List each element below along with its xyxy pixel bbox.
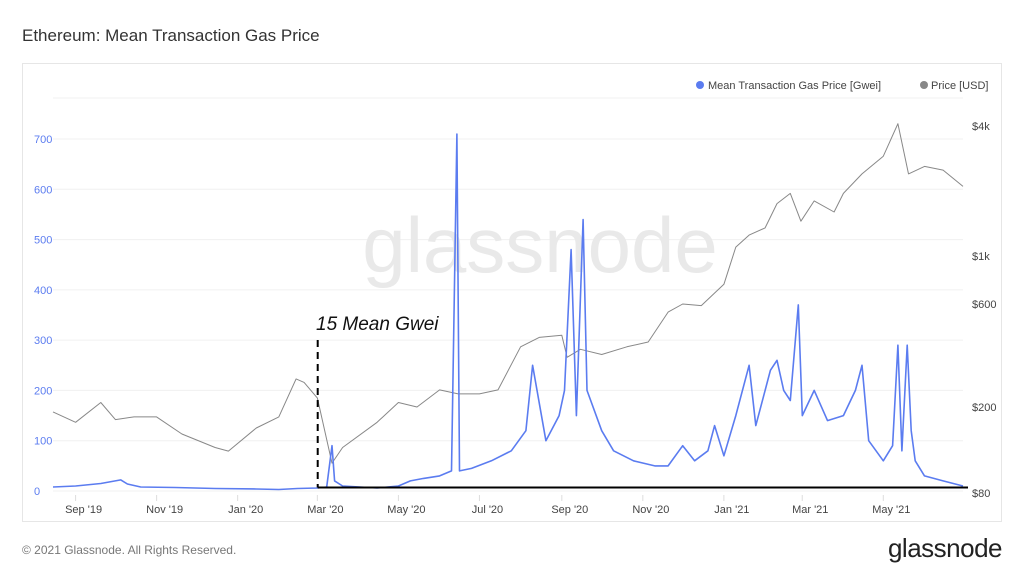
x-tick-label: Jul '20 bbox=[472, 504, 503, 516]
x-tick-label: Nov '20 bbox=[632, 504, 669, 516]
annotation-label: 15 Mean Gwei bbox=[316, 314, 439, 335]
y-right-tick-label: $4k bbox=[972, 121, 990, 133]
watermark: glassnode bbox=[362, 201, 718, 289]
x-tick-label: May '20 bbox=[387, 504, 425, 516]
y-right-tick-label: $80 bbox=[972, 488, 990, 500]
x-tick-label: Sep '20 bbox=[551, 504, 588, 516]
x-tick-label: Mar '20 bbox=[307, 504, 343, 516]
legend-gas-label: Mean Transaction Gas Price [Gwei] bbox=[708, 80, 881, 92]
x-tick-label: Mar '21 bbox=[792, 504, 828, 516]
legend-price-label: Price [USD] bbox=[931, 80, 988, 92]
y-left-tick-label: 700 bbox=[34, 134, 52, 146]
price-usd-line bbox=[52, 123, 964, 464]
x-tick-label: Nov '19 bbox=[146, 504, 183, 516]
y-left-tick-label: 200 bbox=[34, 385, 52, 397]
copyright: © 2021 Glassnode. All Rights Reserved. bbox=[22, 543, 237, 557]
y-right-tick-label: $1k bbox=[972, 251, 990, 263]
y-left-tick-label: 500 bbox=[34, 235, 52, 247]
legend-price-marker bbox=[920, 81, 928, 89]
y-right-tick-label: $200 bbox=[972, 402, 996, 414]
gas-price-line bbox=[52, 133, 964, 491]
y-left-tick-label: 0 bbox=[34, 486, 40, 498]
y-left-tick-label: 300 bbox=[34, 335, 52, 347]
x-tick-label: May '21 bbox=[872, 504, 910, 516]
legend-gas-marker bbox=[696, 81, 704, 89]
chart-title: Ethereum: Mean Transaction Gas Price bbox=[22, 26, 320, 45]
y-left-tick-label: 400 bbox=[34, 285, 52, 297]
x-tick-label: Jan '20 bbox=[228, 504, 263, 516]
y-left-tick-label: 600 bbox=[34, 184, 52, 196]
glassnode-logo: glassnode bbox=[887, 533, 1003, 563]
y-right-tick-label: $600 bbox=[972, 299, 996, 311]
y-left-tick-label: 100 bbox=[34, 436, 52, 448]
x-tick-label: Sep '19 bbox=[65, 504, 102, 516]
chart-frame bbox=[22, 63, 1002, 522]
x-tick-label: Jan '21 bbox=[714, 504, 749, 516]
